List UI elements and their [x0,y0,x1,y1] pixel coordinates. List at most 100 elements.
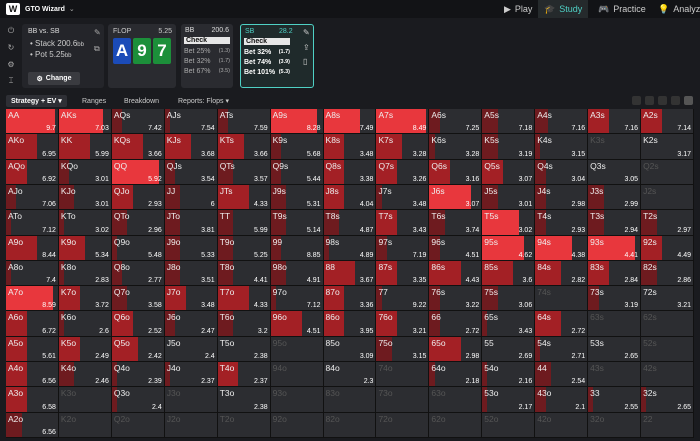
hand-cell[interactable]: K6o 2.6 [58,311,111,336]
hand-cell[interactable]: K7o 3.72 [58,286,111,311]
hand-cell[interactable]: JTs 4.33 [217,184,270,210]
hand-cell[interactable]: 99 8.85 [270,235,323,260]
hand-cell[interactable]: 95s 4.62 [482,235,535,260]
hand-cell[interactable]: 42s [641,362,693,387]
hand-cell[interactable]: 86o 3.95 [323,311,376,336]
hand-cell[interactable]: J5o 2.4 [164,336,217,362]
hand-cell[interactable]: T5o 2.38 [217,336,270,362]
hand-cell[interactable]: 52s [641,336,693,362]
hand-cell[interactable]: A5s 7.18 [482,109,535,134]
hand-cell[interactable]: T2o [217,412,270,437]
hand-cell[interactable]: T7s 3.43 [376,210,429,235]
hand-cell[interactable]: AA 9.7 [6,109,58,134]
hand-cell[interactable]: K9o 5.34 [58,235,111,260]
hand-cell[interactable]: 97s 7.19 [376,235,429,260]
hand-cell[interactable]: 32o [588,412,641,437]
hand-cell[interactable]: 84s 2.82 [535,260,588,286]
hand-cell[interactable]: 73s 3.19 [588,286,641,311]
hand-cell[interactable]: J6s 3.07 [429,184,482,210]
hand-cell[interactable]: A2o 6.56 [6,412,58,437]
hand-cell[interactable]: 43o 2.1 [535,387,588,412]
hand-cell[interactable]: 42o [535,412,588,437]
hand-cell[interactable]: K2o [58,412,111,437]
hand-cell[interactable]: Q7s 3.26 [376,159,429,184]
hand-cell[interactable]: 83o [323,387,376,412]
hand-cell[interactable]: 65s 3.43 [482,311,535,336]
hand-cell[interactable]: 94o [270,362,323,387]
chevron-down-icon[interactable]: ⌄ [68,6,75,13]
action-check[interactable]: Check [184,37,230,44]
hand-cell[interactable]: A9o 8.44 [6,235,58,260]
hand-cell[interactable]: K5s 3.19 [482,134,535,159]
hand-cell[interactable]: 92s 4.49 [641,235,693,260]
hand-cell[interactable]: J7s 3.48 [376,184,429,210]
hand-cell[interactable]: AJs 7.54 [164,109,217,134]
power-icon[interactable]: ⏻ [7,26,15,35]
hand-cell[interactable]: 65o 2.98 [429,336,482,362]
hand-cell[interactable]: JTo 3.81 [164,210,217,235]
hand-cell[interactable]: AKo 6.95 [6,134,58,159]
hand-cell[interactable]: 93o [270,387,323,412]
settings-icon[interactable]: ⚙ [7,59,15,69]
hand-cell[interactable]: 87o 3.36 [323,286,376,311]
action-bet[interactable]: Bet 67% (3.5) [184,68,230,75]
hand-cell[interactable]: K8o 2.83 [58,260,111,286]
hand-cell[interactable]: 84o 2.3 [323,362,376,387]
hand-cell[interactable]: Q4s 3.04 [535,159,588,184]
hand-cell[interactable]: 87s 3.35 [376,260,429,286]
view-mode-icon[interactable] [671,96,680,105]
action-panel-bb[interactable]: BB 200.6 Check Bet 25% (1.3) Bet 32% (1.7)… [181,24,233,88]
hand-cell[interactable]: A2s 7.14 [641,109,693,134]
hand-cell[interactable]: KTs 3.66 [217,134,270,159]
hand-cell[interactable]: 94s 4.38 [535,235,588,260]
hand-cell[interactable]: T4s 2.93 [535,210,588,235]
hand-cell[interactable]: 54s 2.71 [535,336,588,362]
hand-cell[interactable]: K2s 3.17 [641,134,693,159]
hand-cell[interactable]: T4o 2.37 [217,362,270,387]
split-icon[interactable]: ⌶ [8,75,14,85]
hand-cell[interactable]: AKs 7.03 [58,109,111,134]
hand-cell[interactable]: 63s [588,311,641,336]
hand-cell[interactable]: A4o 6.56 [6,362,58,387]
hand-cell[interactable]: 74o [376,362,429,387]
hand-cell[interactable]: AQs 7.42 [111,109,164,134]
view-mode-icon[interactable] [645,96,654,105]
hand-cell[interactable]: Q9o 5.48 [111,235,164,260]
hand-cell[interactable]: J7o 3.48 [164,286,217,311]
hand-cell[interactable]: T7o 4.33 [217,286,270,311]
nav-practice[interactable]: 🎮 Practice [598,3,646,15]
hand-cell[interactable]: Q5s 3.07 [482,159,535,184]
hand-cell[interactable]: J9o 5.33 [164,235,217,260]
tab-breakdown[interactable]: Breakdown [124,97,160,105]
hand-cell[interactable]: Q7o 3.58 [111,286,164,311]
hand-cell[interactable]: 75o 3.15 [376,336,429,362]
hand-cell[interactable]: J4s 2.98 [535,184,588,210]
action-check[interactable]: Check [244,38,290,45]
hand-cell[interactable]: Q2s [641,159,693,184]
hand-cell[interactable]: T6o 3.2 [217,311,270,336]
hand-cell[interactable]: QTo 2.96 [111,210,164,235]
hand-cell[interactable]: A6s 7.25 [429,109,482,134]
hand-cell[interactable]: KJo 3.01 [58,184,111,210]
hand-cell[interactable]: A7s 8.49 [376,109,429,134]
hand-cell[interactable]: ATs 7.59 [217,109,270,134]
hand-cell[interactable]: J9s 5.31 [270,184,323,210]
action-bet[interactable]: Bet 32% (1.7) [244,49,290,56]
hand-cell[interactable]: 64o 2.18 [429,362,482,387]
hand-cell[interactable]: J3o [164,387,217,412]
hand-cell[interactable]: 52o [482,412,535,437]
hand-cell[interactable]: 72o [376,412,429,437]
hand-cell[interactable]: 97o 7.12 [270,286,323,311]
hand-cell[interactable]: 53o 2.17 [482,387,535,412]
hand-cell[interactable]: AJo 7.06 [6,184,58,210]
hand-cell[interactable]: J5s 3.01 [482,184,535,210]
hand-cell[interactable]: K7s 3.28 [376,134,429,159]
hand-cell[interactable]: T3s 2.94 [588,210,641,235]
tab-ranges[interactable]: Ranges [82,97,107,105]
hand-cell[interactable]: T8o 4.41 [217,260,270,286]
hand-cell[interactable]: K3o [58,387,111,412]
hand-cell[interactable]: T8s 4.87 [323,210,376,235]
hand-cell[interactable]: 62o [429,412,482,437]
hand-cell[interactable]: A7o 8.59 [6,286,58,311]
hand-cell[interactable]: KJs 3.68 [164,134,217,159]
